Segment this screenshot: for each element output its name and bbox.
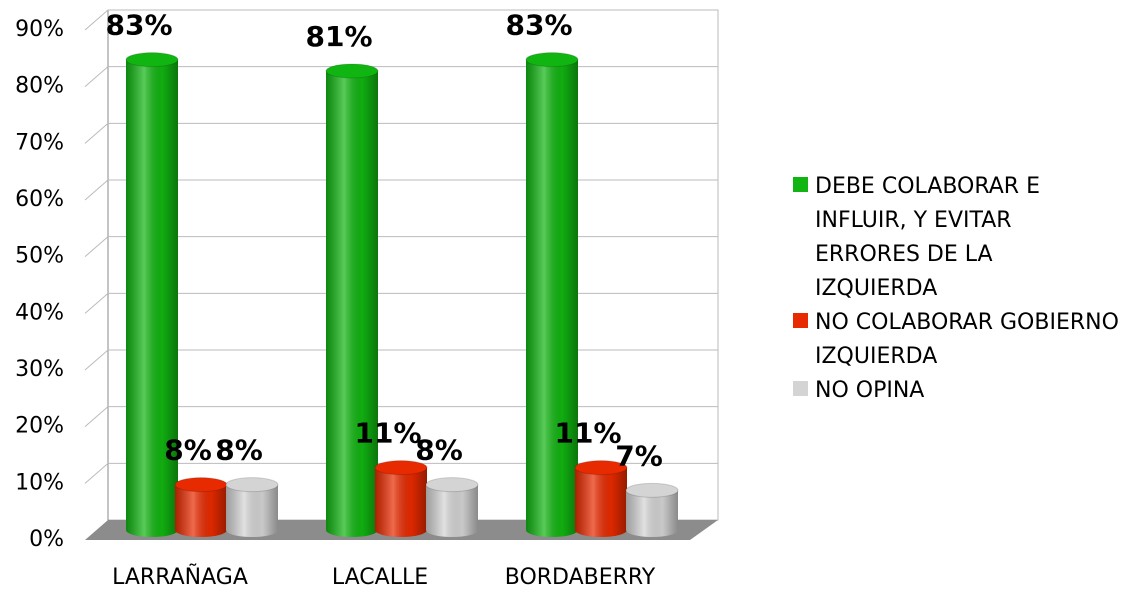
data-label: 11% [554,417,621,450]
bar-top [125,52,179,68]
bar-base-cover-shade [375,523,427,530]
bar-shade [526,59,578,531]
data-label: 83% [105,9,172,42]
y-tick-label: 90% [15,17,64,42]
legend-label: NO COLABORAR GOBIERNO IZQUIERDA [815,310,1119,369]
bar-shade [426,484,478,530]
x-tick-label: LARRAÑAGA [112,563,248,590]
data-label: 11% [354,417,421,450]
data-label: 83% [505,9,572,42]
y-tick-label: 70% [15,130,64,155]
tick-mark [84,122,109,144]
data-label: 8% [415,434,463,467]
bar-base-cover-shade [226,523,278,530]
legend-label: DEBE COLABORAR E INFLUIR, Y EVITAR ERROR… [815,174,1040,301]
y-tick-label: 30% [15,357,64,382]
bar-top [625,482,679,498]
tick-mark [84,406,109,428]
y-tick-label: 10% [15,470,64,495]
y-tick-label: 0% [29,527,64,552]
bar-top [225,477,279,493]
legend-swatch [793,177,808,192]
y-tick-label: 40% [15,300,64,325]
bar-base-cover-shade [526,523,578,530]
y-tick-label: 80% [15,74,64,99]
y-tick-label: 50% [15,244,64,269]
data-label: 81% [305,20,372,53]
tick-mark [84,236,109,258]
legend-item: DEBE COLABORAR E INFLUIR, Y EVITAR ERROR… [790,170,1120,306]
x-tick-label: BORDABERRY [505,565,656,590]
tick-mark [84,462,109,484]
tick-mark [84,349,109,371]
legend-label: NO OPINA [815,378,925,403]
y-tick-label: 60% [15,187,64,212]
data-label: 8% [215,434,263,467]
tick-mark [84,179,109,201]
bar-shade [375,467,427,530]
bar-base-cover-shade [575,523,627,530]
bar-top [574,460,628,476]
bar-top [425,477,479,493]
bar-base-cover-shade [326,523,378,530]
legend: DEBE COLABORAR E INFLUIR, Y EVITAR ERROR… [790,170,1120,408]
legend-swatch [793,313,808,328]
bar-shade [175,484,227,530]
tick-mark [84,66,109,88]
data-label: 7% [615,439,663,472]
data-label: 8% [164,434,212,467]
tick-mark [84,9,109,31]
legend-item: NO COLABORAR GOBIERNO IZQUIERDA [790,306,1120,374]
legend-item: NO OPINA [790,374,1120,408]
bar-base-cover-shade [126,523,178,530]
x-tick-label: LACALLE [332,565,428,590]
bar-shade [226,484,278,530]
bar-base-cover-shade [426,523,478,530]
bar-top [374,460,428,476]
legend-swatch [793,381,808,396]
bar-shade [575,467,627,530]
bar-shade [126,59,178,531]
bar-base-cover-shade [626,523,678,530]
y-tick-label: 20% [15,414,64,439]
back-wall [107,9,719,521]
bar-base-cover-shade [175,523,227,530]
bar-top [325,63,379,79]
bar-top [174,477,228,493]
bar-shade [326,71,378,530]
bar-top [525,52,579,68]
tick-mark [84,292,109,314]
